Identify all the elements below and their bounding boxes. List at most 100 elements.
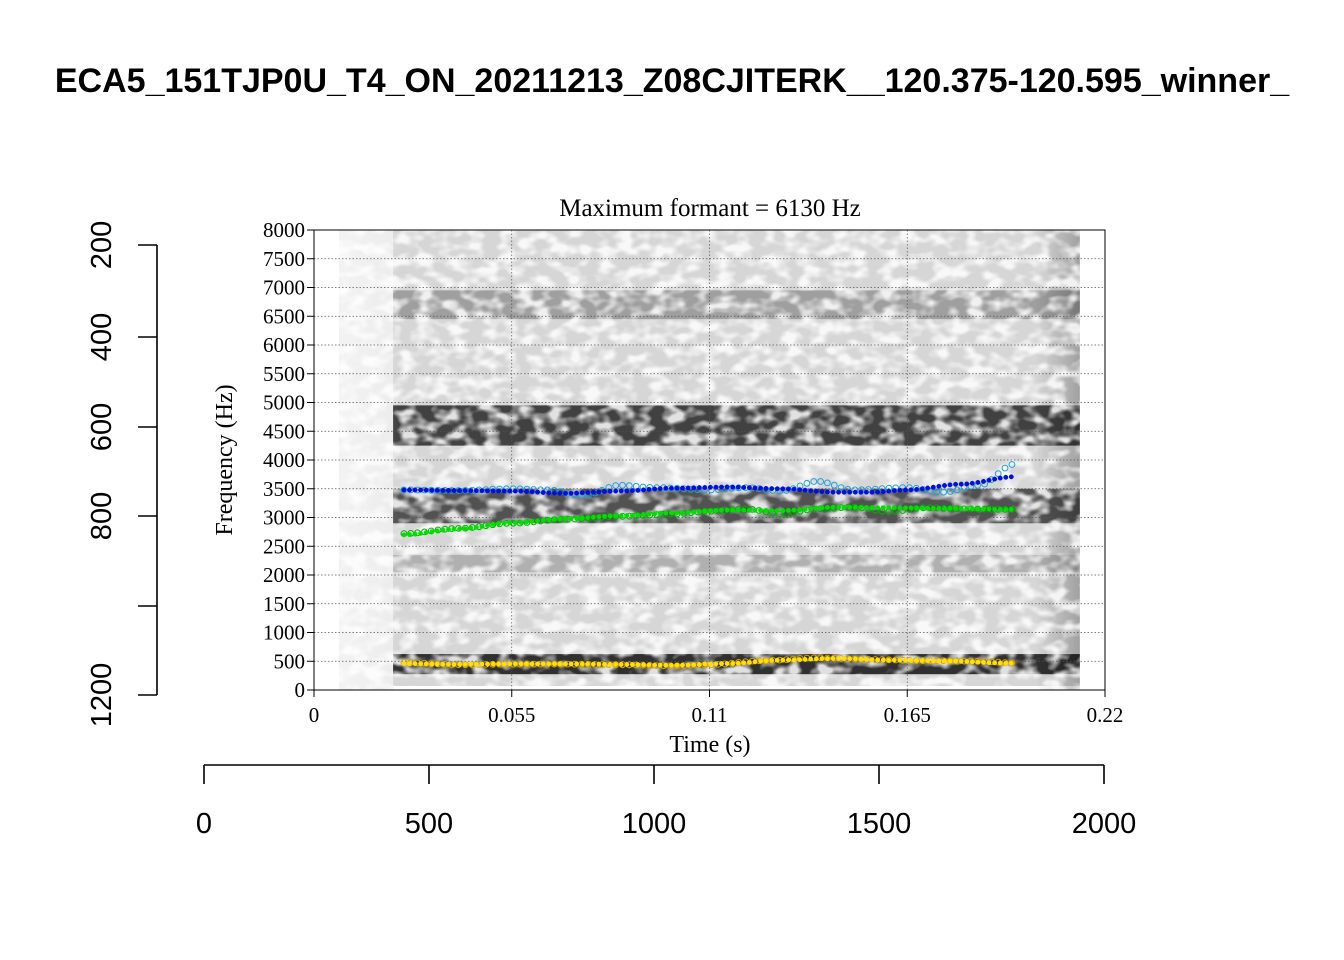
formant-point bbox=[713, 661, 719, 667]
formant-point bbox=[524, 519, 529, 525]
formant-point bbox=[981, 659, 986, 665]
formant-point bbox=[490, 521, 496, 527]
formant-point bbox=[607, 661, 613, 667]
formant-point bbox=[602, 489, 607, 494]
formant-point bbox=[808, 488, 814, 494]
formant-point bbox=[618, 661, 624, 667]
formant-series bbox=[401, 655, 1014, 668]
outer-x-tick-label: 1500 bbox=[847, 808, 912, 840]
formant-point bbox=[462, 661, 468, 667]
y-tick-label: 500 bbox=[274, 649, 306, 673]
formant-point bbox=[797, 507, 803, 513]
formant-point bbox=[473, 488, 479, 494]
formant-point bbox=[875, 489, 881, 495]
formant-point bbox=[847, 504, 853, 510]
formant-point bbox=[585, 490, 591, 495]
formant-point bbox=[462, 661, 469, 669]
formant-point bbox=[418, 487, 424, 493]
formant-point bbox=[724, 484, 730, 490]
formant-point bbox=[641, 487, 646, 493]
formant-point bbox=[625, 482, 633, 490]
formant-point bbox=[730, 661, 736, 666]
formant-point bbox=[752, 485, 758, 491]
formant-point bbox=[758, 507, 764, 513]
formant-point bbox=[551, 516, 557, 522]
formant-point bbox=[674, 662, 680, 668]
formant-point bbox=[507, 661, 513, 667]
formant-point bbox=[418, 530, 424, 536]
formant-point bbox=[418, 661, 424, 667]
formant-point bbox=[819, 489, 825, 495]
formant-point bbox=[579, 490, 585, 496]
formant-point bbox=[524, 489, 529, 494]
formant-point bbox=[802, 656, 808, 662]
formant-point bbox=[969, 506, 975, 512]
formant-point bbox=[925, 505, 931, 511]
formant-point bbox=[819, 505, 825, 511]
formant-point bbox=[975, 659, 981, 665]
outer-x-tick-label: 500 bbox=[405, 808, 453, 840]
formant-point bbox=[869, 505, 875, 511]
formant-point bbox=[468, 488, 474, 494]
formant-point bbox=[802, 506, 808, 512]
formant-point bbox=[886, 488, 892, 494]
y-tick-label: 5500 bbox=[263, 362, 305, 386]
formant-point bbox=[680, 662, 685, 668]
formant-point bbox=[964, 481, 970, 487]
formant-point bbox=[774, 508, 780, 514]
formant-point bbox=[780, 508, 786, 514]
formant-point bbox=[791, 486, 797, 492]
formant-point bbox=[707, 508, 713, 514]
formant-point bbox=[535, 518, 541, 524]
outer-y-tick-label: 400 bbox=[86, 313, 118, 361]
formant-point bbox=[1008, 474, 1014, 480]
formant-point bbox=[607, 513, 613, 519]
y-tick-label: 4500 bbox=[263, 419, 305, 443]
formant-point bbox=[830, 504, 836, 510]
formant-point bbox=[473, 524, 479, 530]
formant-point bbox=[462, 488, 468, 493]
formant-point bbox=[429, 487, 435, 493]
formant-point bbox=[936, 505, 942, 511]
formant-point bbox=[847, 656, 853, 662]
formant-point bbox=[836, 489, 842, 495]
formant-point bbox=[830, 655, 836, 661]
formant-point bbox=[429, 661, 435, 667]
formant-point bbox=[758, 485, 764, 491]
formant-point bbox=[574, 515, 580, 521]
formant-point bbox=[735, 484, 741, 490]
formant-point bbox=[914, 658, 920, 663]
formant-point bbox=[836, 655, 842, 661]
formant-point bbox=[568, 661, 574, 667]
y-tick-label: 7500 bbox=[263, 247, 305, 271]
formant-point bbox=[875, 657, 881, 663]
formant-point bbox=[869, 657, 875, 663]
formant-point bbox=[925, 658, 931, 664]
y-tick-label: 7000 bbox=[263, 276, 305, 300]
formant-point bbox=[518, 488, 524, 494]
y-tick-label: 6000 bbox=[263, 333, 305, 357]
formant-point bbox=[886, 505, 892, 511]
formant-point bbox=[563, 490, 568, 496]
formant-point bbox=[412, 661, 418, 667]
formant-point bbox=[674, 510, 680, 516]
formant-point bbox=[590, 514, 596, 520]
formant-point bbox=[401, 487, 407, 493]
formant-point bbox=[685, 509, 691, 515]
formant-point bbox=[602, 513, 607, 519]
formant-point bbox=[707, 484, 713, 490]
formant-point bbox=[1003, 660, 1009, 666]
formant-point bbox=[914, 486, 920, 492]
formant-point bbox=[791, 657, 797, 663]
formant-point bbox=[535, 661, 541, 667]
formant-point bbox=[468, 661, 474, 667]
formant-point bbox=[574, 490, 580, 496]
formant-tracks bbox=[400, 461, 1016, 670]
formant-point bbox=[785, 507, 791, 513]
formant-point bbox=[813, 488, 819, 494]
formant-point bbox=[496, 521, 502, 527]
formant-point bbox=[713, 507, 719, 513]
formant-point bbox=[579, 515, 585, 521]
formant-point bbox=[507, 520, 513, 526]
outer-x-tick-label: 0 bbox=[196, 808, 212, 840]
